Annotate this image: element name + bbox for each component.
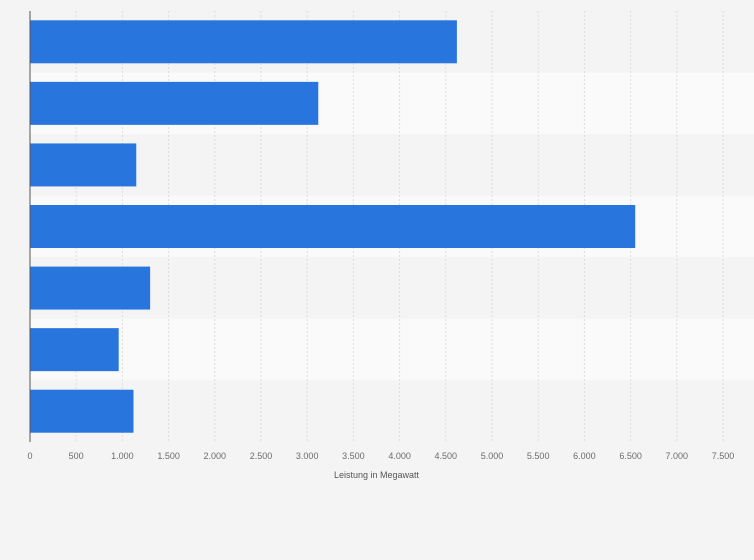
- x-tick-label: 4.500: [435, 451, 458, 461]
- x-tick-label: 1.500: [157, 451, 180, 461]
- bar: [30, 389, 134, 433]
- bar: [30, 20, 457, 64]
- x-tick-label: 6.000: [573, 451, 596, 461]
- bar: [30, 81, 319, 125]
- x-tick-label: 4.000: [388, 451, 411, 461]
- x-axis-title: Leistung in Megawatt: [334, 470, 420, 480]
- x-tick-label: 2.500: [250, 451, 273, 461]
- x-tick-label: 0: [27, 451, 32, 461]
- x-tick-label: 6.500: [619, 451, 642, 461]
- bar: [30, 143, 137, 187]
- row-band: [30, 318, 754, 381]
- row-band: [30, 134, 754, 196]
- x-tick-labels: 0 500 1.000 1.500 2.000 2.500 3.000 3.500 4.000 4…: [27, 451, 734, 461]
- row-band: [30, 257, 754, 319]
- x-tick-label: 500: [69, 451, 84, 461]
- x-tick-label: 3.000: [296, 451, 319, 461]
- x-tick-label: 5.500: [527, 451, 550, 461]
- x-tick-label: 1.000: [111, 451, 134, 461]
- bar: [30, 205, 636, 248]
- x-tick-label: 7.000: [666, 451, 689, 461]
- x-tick-label: 2.000: [204, 451, 227, 461]
- bar: [30, 266, 151, 310]
- x-tick-label: 3.500: [342, 451, 365, 461]
- x-tick-label: 7.500: [712, 451, 735, 461]
- x-tick-label: 5.000: [481, 451, 504, 461]
- bar: [30, 328, 119, 372]
- bars: [30, 20, 636, 433]
- row-band: [30, 380, 754, 442]
